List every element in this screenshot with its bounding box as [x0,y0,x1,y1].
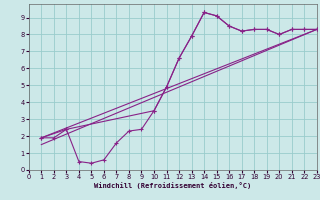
X-axis label: Windchill (Refroidissement éolien,°C): Windchill (Refroidissement éolien,°C) [94,182,252,189]
